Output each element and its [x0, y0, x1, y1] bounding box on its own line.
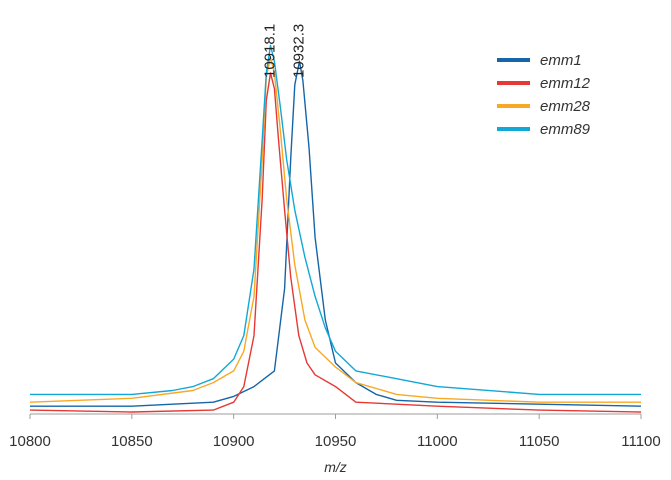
peak-label: 10932.3 — [290, 24, 307, 78]
series-line-emm89 — [30, 44, 641, 396]
x-axis: 10800 10850 10900 10950 11000 11050 11100 — [9, 413, 661, 450]
x-tick-label: 10950 — [315, 433, 357, 450]
x-tick-label: 11100 — [621, 433, 661, 450]
peak-annotations: 10918.1 10932.3 — [262, 24, 308, 78]
legend-label-emm28: emm28 — [540, 98, 591, 115]
series-lines — [29, 44, 642, 413]
peak-label: 10918.1 — [262, 24, 279, 78]
x-axis-title: m/z — [324, 459, 347, 475]
series-line-emm1 — [30, 60, 642, 407]
series-line-emm12 — [29, 72, 642, 413]
series-line-emm28 — [29, 56, 641, 403]
legend-label-emm12: emm12 — [540, 75, 591, 92]
legend: emm1 emm12 emm28 emm89 — [497, 52, 591, 138]
x-tick-label: 10850 — [111, 433, 153, 450]
legend-label-emm89: emm89 — [540, 121, 591, 138]
x-tick-label: 11050 — [519, 433, 560, 450]
x-tick-label: 10800 — [9, 433, 51, 450]
x-tick-label: 11000 — [417, 433, 458, 450]
legend-label-emm1: emm1 — [540, 52, 582, 69]
x-tick-label: 10900 — [213, 433, 255, 450]
